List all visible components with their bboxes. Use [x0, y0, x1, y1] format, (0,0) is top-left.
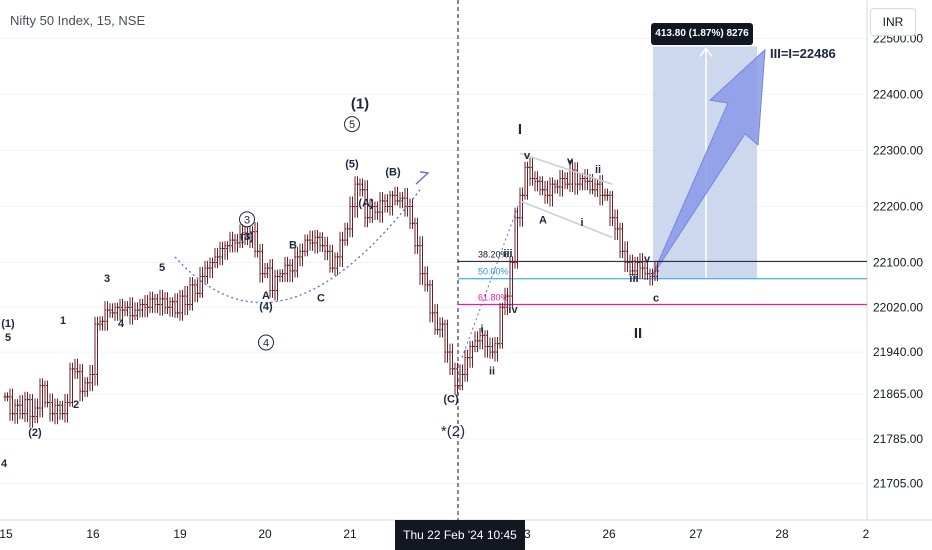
wave-label: (3)	[240, 231, 254, 243]
wave-label: v	[524, 150, 531, 162]
wave-labels: (1)54(2)123453(3)BA(4)4C(1)5(5)(B)(A)(C)…	[1, 96, 659, 470]
price-tick-label: 22400.00	[873, 88, 923, 102]
wave-label: ii	[489, 365, 495, 377]
wave-label-circle	[344, 116, 360, 133]
channel-upper	[519, 152, 613, 185]
wave-label: 4	[1, 458, 8, 470]
time-tick-label: 28	[775, 527, 789, 541]
channel-lower	[519, 200, 613, 239]
wave-label: (B)	[385, 167, 401, 179]
grid	[0, 0, 932, 521]
wave-trendline	[461, 200, 521, 358]
wave-label: *(2)	[441, 423, 465, 440]
price-tick-label: 22020.00	[873, 300, 923, 314]
target-label: III=I=22486	[770, 46, 836, 61]
wave-label: (2)	[28, 427, 42, 439]
currency-button[interactable]: INR	[870, 8, 916, 36]
wave-label: (C)	[443, 393, 459, 405]
wave-label: B	[289, 240, 297, 252]
wave-label-circle	[258, 334, 274, 351]
wave-label: i	[580, 217, 583, 229]
price-tick-label: 22200.00	[873, 200, 923, 214]
fib-level-label: 38.20%	[478, 249, 509, 259]
fib-level-label: 61.80%	[478, 292, 509, 302]
time-tick-label: 26	[602, 527, 616, 541]
cup-curve-arrow	[415, 171, 430, 185]
measure-tooltip: 413.80 (1.87%) 8276	[651, 23, 753, 45]
price-tick-label: 21940.00	[873, 345, 923, 359]
wave-label: 4	[263, 337, 269, 349]
time-tick-label: 20	[258, 527, 272, 541]
measure-arrow-head	[699, 47, 713, 57]
candles	[3, 157, 659, 428]
price-tick-label: 21705.00	[873, 477, 923, 491]
wave-label: I	[518, 121, 522, 138]
wave-label: (A)	[358, 198, 374, 210]
price-tick-label: 22300.00	[873, 144, 923, 158]
wave-label: (1)	[1, 318, 15, 330]
annotation-curves	[174, 152, 613, 358]
wave-label: 5	[159, 262, 165, 274]
time-tick-label: 16	[86, 527, 100, 541]
price-tick-label: 21865.00	[873, 387, 923, 401]
wave-label: II	[634, 325, 642, 342]
wave-label: (1)	[351, 96, 369, 113]
cup-curve	[174, 189, 421, 304]
wave-label: iii	[629, 273, 638, 285]
wave-label-circle	[239, 211, 255, 228]
wave-label: 1	[60, 315, 66, 327]
wave-label: v	[644, 254, 651, 266]
wave-label: A	[539, 214, 547, 226]
measure-box: III=I=22486	[651, 46, 836, 279]
wave-label: i	[480, 323, 483, 335]
projection-arrow	[651, 48, 766, 277]
wave-label: 5	[5, 332, 11, 344]
wave-label: ii	[595, 164, 601, 176]
wave-label: iii	[503, 248, 512, 260]
wave-label: A	[262, 290, 270, 302]
wave-label: c	[653, 293, 659, 305]
wave-label: (4)	[259, 301, 273, 313]
wave-label: 4	[118, 318, 125, 330]
time-tick-label: 2	[863, 527, 870, 541]
wave-label: C	[317, 293, 325, 305]
time-tick-label: 27	[689, 527, 703, 541]
price-tick-label: 21785.00	[873, 432, 923, 446]
price-axis: 22500.0022400.0022300.0022200.0022100.00…	[873, 32, 923, 491]
wave-label: 2	[73, 399, 79, 411]
crosshair-time-label: Thu 22 Feb '24 10:45	[395, 520, 525, 550]
time-axis: 1516192021232627282	[0, 527, 870, 541]
wave-label: 5	[349, 119, 355, 131]
wave-label: 3	[244, 214, 250, 226]
wave-label: iv	[508, 304, 518, 316]
time-tick-label: 21	[343, 527, 357, 541]
time-tick-label: 19	[173, 527, 187, 541]
time-tick-label: 15	[0, 527, 13, 541]
price-tick-label: 22100.00	[873, 256, 923, 270]
wave-label: v	[567, 156, 574, 168]
chart-title: Nifty 50 Index, 15, NSE	[10, 13, 146, 28]
wave-label: 3	[104, 273, 110, 285]
wave-label: (5)	[345, 158, 359, 170]
